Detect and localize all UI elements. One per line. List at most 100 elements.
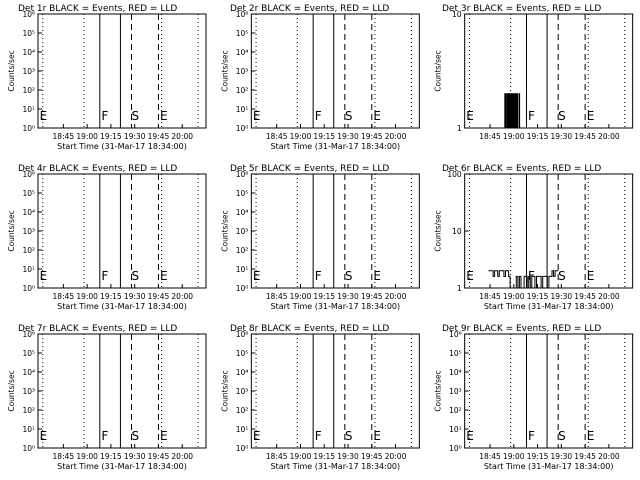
segment-marker: E [40, 109, 48, 123]
x-tick-label: 19:30 [551, 452, 573, 461]
x-tick-label: 19:00 [503, 292, 525, 301]
x-tick-label: 20:00 [385, 292, 407, 301]
events-trace [504, 93, 521, 129]
x-tick-label: 18:45 [479, 452, 501, 461]
panel-6: Det 6r BLACK = Events, RED = LLD E F S E 18:… [434, 164, 634, 311]
panel-9: Det 9r BLACK = Events, RED = LLD E F S E 18:… [434, 324, 634, 471]
y-tick-label: 10¹ [22, 265, 35, 274]
segment-marker: E [160, 269, 168, 283]
segment-marker: S [345, 269, 353, 283]
y-tick-label: 10² [236, 86, 249, 95]
x-tick-label: 20:00 [598, 292, 620, 301]
y-tick-label: 10² [22, 406, 35, 415]
y-tick-label: 10¹ [22, 425, 35, 434]
y-tick-label: 10⁵ [22, 29, 35, 38]
x-tick-label: 19:00 [290, 292, 312, 301]
panel-title: Det 8r BLACK = Events, RED = LLD [230, 324, 389, 334]
x-tick-label: 20:00 [171, 132, 193, 141]
segment-marker: E [587, 429, 595, 443]
y-tick-label: 10⁴ [449, 368, 462, 377]
panel-7: Det 7r BLACK = Events, RED = LLD E F S E 18:… [7, 324, 207, 471]
y-axis-label: Counts/sec [7, 210, 16, 251]
x-tick-label: 19:45 [148, 292, 170, 301]
y-tick-label: 10⁵ [22, 189, 35, 198]
x-tick-label: 19:15 [527, 292, 549, 301]
x-tick-label: 18:45 [53, 292, 75, 301]
segment-marker: E [373, 269, 381, 283]
x-tick-label: 19:00 [76, 292, 98, 301]
x-tick-label: 19:15 [527, 452, 549, 461]
x-tick-label: 19:15 [313, 452, 335, 461]
x-tick-label: 19:15 [100, 132, 122, 141]
x-axis-label: Start Time (31-Mar-17 18:34:00) [271, 142, 401, 151]
x-tick-label: 18:45 [266, 292, 288, 301]
x-tick-label: 20:00 [171, 452, 193, 461]
panel-title: Det 4r BLACK = Events, RED = LLD [18, 164, 177, 174]
segment-marker: F [528, 429, 535, 443]
x-tick-label: 19:00 [290, 132, 312, 141]
x-tick-label: 19:15 [527, 132, 549, 141]
x-tick-label: 19:00 [503, 452, 525, 461]
y-tick-label: 10³ [236, 387, 249, 396]
plot-frame [464, 13, 634, 129]
x-tick-label: 20:00 [385, 132, 407, 141]
panel-title: Det 1r BLACK = Events, RED = LLD [18, 4, 177, 14]
segment-marker: F [528, 109, 535, 123]
x-tick-label: 20:00 [598, 452, 620, 461]
x-tick-label: 19:00 [76, 132, 98, 141]
y-tick-label: 10³ [449, 387, 462, 396]
y-tick-label: 10³ [22, 387, 35, 396]
x-tick-label: 19:30 [337, 132, 359, 141]
segment-marker: E [587, 269, 595, 283]
y-tick-label: 10⁴ [22, 208, 35, 217]
y-axis-label: Counts/sec [220, 210, 229, 251]
x-tick-label: 19:45 [148, 452, 170, 461]
segment-marker: S [558, 109, 566, 123]
y-axis-label: Counts/sec [434, 370, 443, 411]
x-tick-label: 19:30 [551, 132, 573, 141]
panel-title: Det 7r BLACK = Events, RED = LLD [18, 324, 177, 334]
panel-title: Det 9r BLACK = Events, RED = LLD [442, 324, 601, 334]
panel-title: Det 3r BLACK = Events, RED = LLD [442, 4, 601, 14]
x-tick-label: 20:00 [385, 452, 407, 461]
panel-title: Det 2r BLACK = Events, RED = LLD [230, 4, 389, 14]
x-tick-label: 19:15 [313, 132, 335, 141]
y-tick-label: 100 [447, 170, 462, 179]
segment-marker: S [558, 429, 566, 443]
y-tick-label: 10⁶ [236, 170, 249, 179]
y-tick-label: 10² [236, 246, 249, 255]
y-tick-label: 10² [22, 86, 35, 95]
x-tick-label: 19:45 [361, 132, 383, 141]
y-tick-label: 10⁰ [22, 444, 35, 453]
segment-marker: F [315, 429, 322, 443]
y-tick-label: 10⁰ [236, 444, 249, 453]
segment-marker: F [315, 269, 322, 283]
segment-marker: S [132, 429, 140, 443]
panel-title: Det 6r BLACK = Events, RED = LLD [442, 164, 601, 174]
y-axis-label: Counts/sec [434, 50, 443, 91]
x-tick-label: 19:15 [100, 452, 122, 461]
y-tick-label: 10⁰ [236, 284, 249, 293]
y-tick-label: 10⁰ [236, 124, 249, 133]
segment-marker: S [132, 269, 140, 283]
segment-marker: E [160, 109, 168, 123]
x-tick-label: 19:45 [574, 292, 596, 301]
y-tick-label: 10⁴ [22, 48, 35, 57]
x-tick-label: 18:45 [266, 452, 288, 461]
x-axis-label: Start Time (31-Mar-17 18:34:00) [57, 142, 187, 151]
x-axis-label: Start Time (31-Mar-17 18:34:00) [484, 302, 614, 311]
y-axis-label: Counts/sec [7, 370, 16, 411]
x-tick-label: 19:30 [124, 452, 146, 461]
x-tick-label: 18:45 [479, 292, 501, 301]
segment-marker: E [466, 429, 474, 443]
panel-title: Det 5r BLACK = Events, RED = LLD [230, 164, 389, 174]
x-axis-label: Start Time (31-Mar-17 18:34:00) [271, 302, 401, 311]
y-tick-label: 10⁶ [449, 330, 462, 339]
y-tick-label: 10⁶ [22, 170, 35, 179]
segment-marker: F [101, 109, 108, 123]
y-tick-label: 10² [449, 406, 462, 415]
segment-marker: E [466, 269, 474, 283]
segment-marker: E [253, 109, 261, 123]
segment-marker: E [40, 269, 48, 283]
